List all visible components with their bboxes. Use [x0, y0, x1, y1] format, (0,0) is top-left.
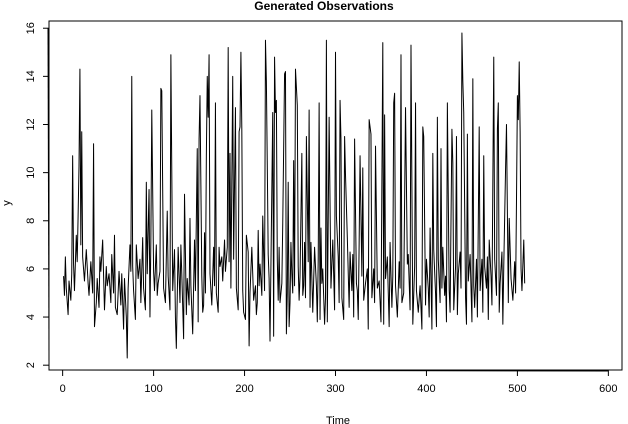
y-tick-label: 4 — [25, 314, 37, 320]
y-tick-label: 2 — [25, 362, 37, 368]
x-tick-label: 300 — [326, 383, 344, 395]
x-axis: 0 100 200 300 400 500 600 — [60, 369, 618, 395]
y-axis: 2 4 6 8 10 12 14 16 — [25, 22, 50, 368]
x-tick-label: 600 — [599, 383, 617, 395]
y-tick-label: 6 — [25, 266, 37, 272]
x-axis-label: Time — [326, 415, 350, 424]
x-tick-label: 100 — [144, 383, 162, 395]
x-tick-label: 0 — [60, 383, 66, 395]
y-axis-label: y — [1, 200, 13, 206]
series-line — [63, 32, 526, 359]
y-tick-label: 12 — [25, 118, 37, 130]
y-tick-label: 10 — [25, 167, 37, 179]
y-tick-label: 8 — [25, 218, 37, 224]
y-axis-line — [47, 28, 50, 366]
x-tick-label: 500 — [508, 383, 526, 395]
y-tick-label: 14 — [25, 70, 37, 82]
y-tick-label: 16 — [25, 22, 37, 34]
chart-title: Generated Observations — [254, 0, 394, 13]
x-tick-label: 200 — [235, 383, 253, 395]
x-tick-label: 400 — [417, 383, 435, 395]
